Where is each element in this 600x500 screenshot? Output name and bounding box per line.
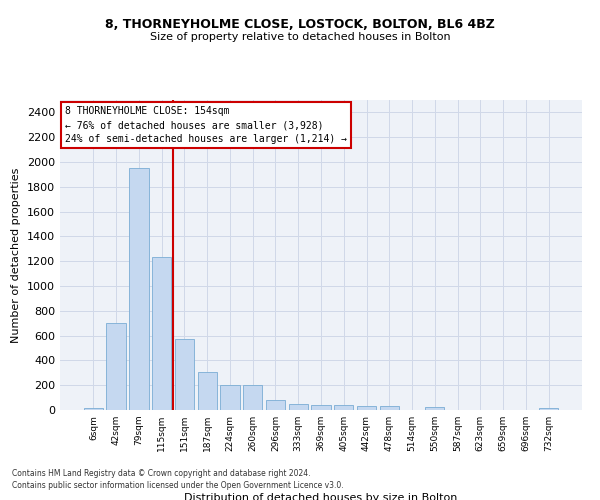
Bar xyxy=(539,408,558,410)
Text: Contains HM Land Registry data © Crown copyright and database right 2024.
Contai: Contains HM Land Registry data © Crown c… xyxy=(12,469,344,490)
Y-axis label: Number of detached properties: Number of detached properties xyxy=(11,168,22,342)
Bar xyxy=(106,323,126,410)
Bar xyxy=(175,338,194,410)
Bar xyxy=(334,406,353,410)
Bar xyxy=(425,407,445,410)
Text: 8, THORNEYHOLME CLOSE, LOSTOCK, BOLTON, BL6 4BZ: 8, THORNEYHOLME CLOSE, LOSTOCK, BOLTON, … xyxy=(105,18,495,30)
Bar xyxy=(266,400,285,410)
Bar xyxy=(289,404,308,410)
Bar xyxy=(129,168,149,410)
Bar xyxy=(84,408,103,410)
Bar xyxy=(220,384,239,410)
Bar xyxy=(311,406,331,410)
Text: Size of property relative to detached houses in Bolton: Size of property relative to detached ho… xyxy=(149,32,451,42)
Bar xyxy=(380,406,399,410)
X-axis label: Distribution of detached houses by size in Bolton: Distribution of detached houses by size … xyxy=(184,493,458,500)
Bar xyxy=(152,258,172,410)
Bar xyxy=(357,406,376,410)
Text: 8 THORNEYHOLME CLOSE: 154sqm
← 76% of detached houses are smaller (3,928)
24% of: 8 THORNEYHOLME CLOSE: 154sqm ← 76% of de… xyxy=(65,106,347,144)
Bar xyxy=(243,384,262,410)
Bar xyxy=(197,372,217,410)
